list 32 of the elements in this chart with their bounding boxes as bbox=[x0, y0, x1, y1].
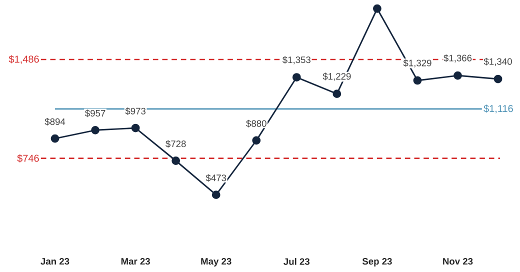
data-label: $894 bbox=[44, 118, 66, 126]
point bbox=[91, 126, 100, 134]
data-label: $1,329 bbox=[403, 59, 432, 68]
point bbox=[494, 74, 502, 84]
point bbox=[212, 190, 220, 200]
x-tick-label: Jul 23 bbox=[284, 258, 310, 265]
data-label: $1,340 bbox=[484, 58, 512, 66]
point bbox=[372, 4, 382, 13]
data-label: $880 bbox=[246, 120, 266, 128]
x-tick-label: Mar 23 bbox=[121, 258, 150, 265]
data-label: $973 bbox=[125, 107, 146, 115]
point bbox=[172, 156, 180, 165]
data-label: $1,353 bbox=[282, 56, 310, 64]
data-label: $957 bbox=[85, 110, 106, 118]
x-tick-label: Sep 23 bbox=[362, 258, 392, 267]
point bbox=[292, 73, 301, 82]
ref-line-label: $746 bbox=[17, 154, 39, 162]
data-label: $728 bbox=[166, 140, 186, 148]
point bbox=[50, 134, 60, 143]
point bbox=[413, 76, 422, 85]
data-label: $1,366 bbox=[444, 54, 472, 62]
point bbox=[454, 71, 462, 80]
point bbox=[332, 90, 342, 98]
x-tick-label: May 23 bbox=[201, 258, 232, 267]
ref-line-label: $1,116 bbox=[484, 104, 513, 114]
ref-line-label: $1,486 bbox=[8, 55, 39, 64]
x-tick-label: Nov 23 bbox=[443, 258, 473, 265]
data-label: $473 bbox=[206, 174, 226, 182]
point bbox=[131, 124, 140, 132]
point bbox=[252, 136, 261, 145]
data-label: $1,229 bbox=[322, 72, 351, 81]
x-tick-label: Jan 23 bbox=[40, 258, 70, 265]
